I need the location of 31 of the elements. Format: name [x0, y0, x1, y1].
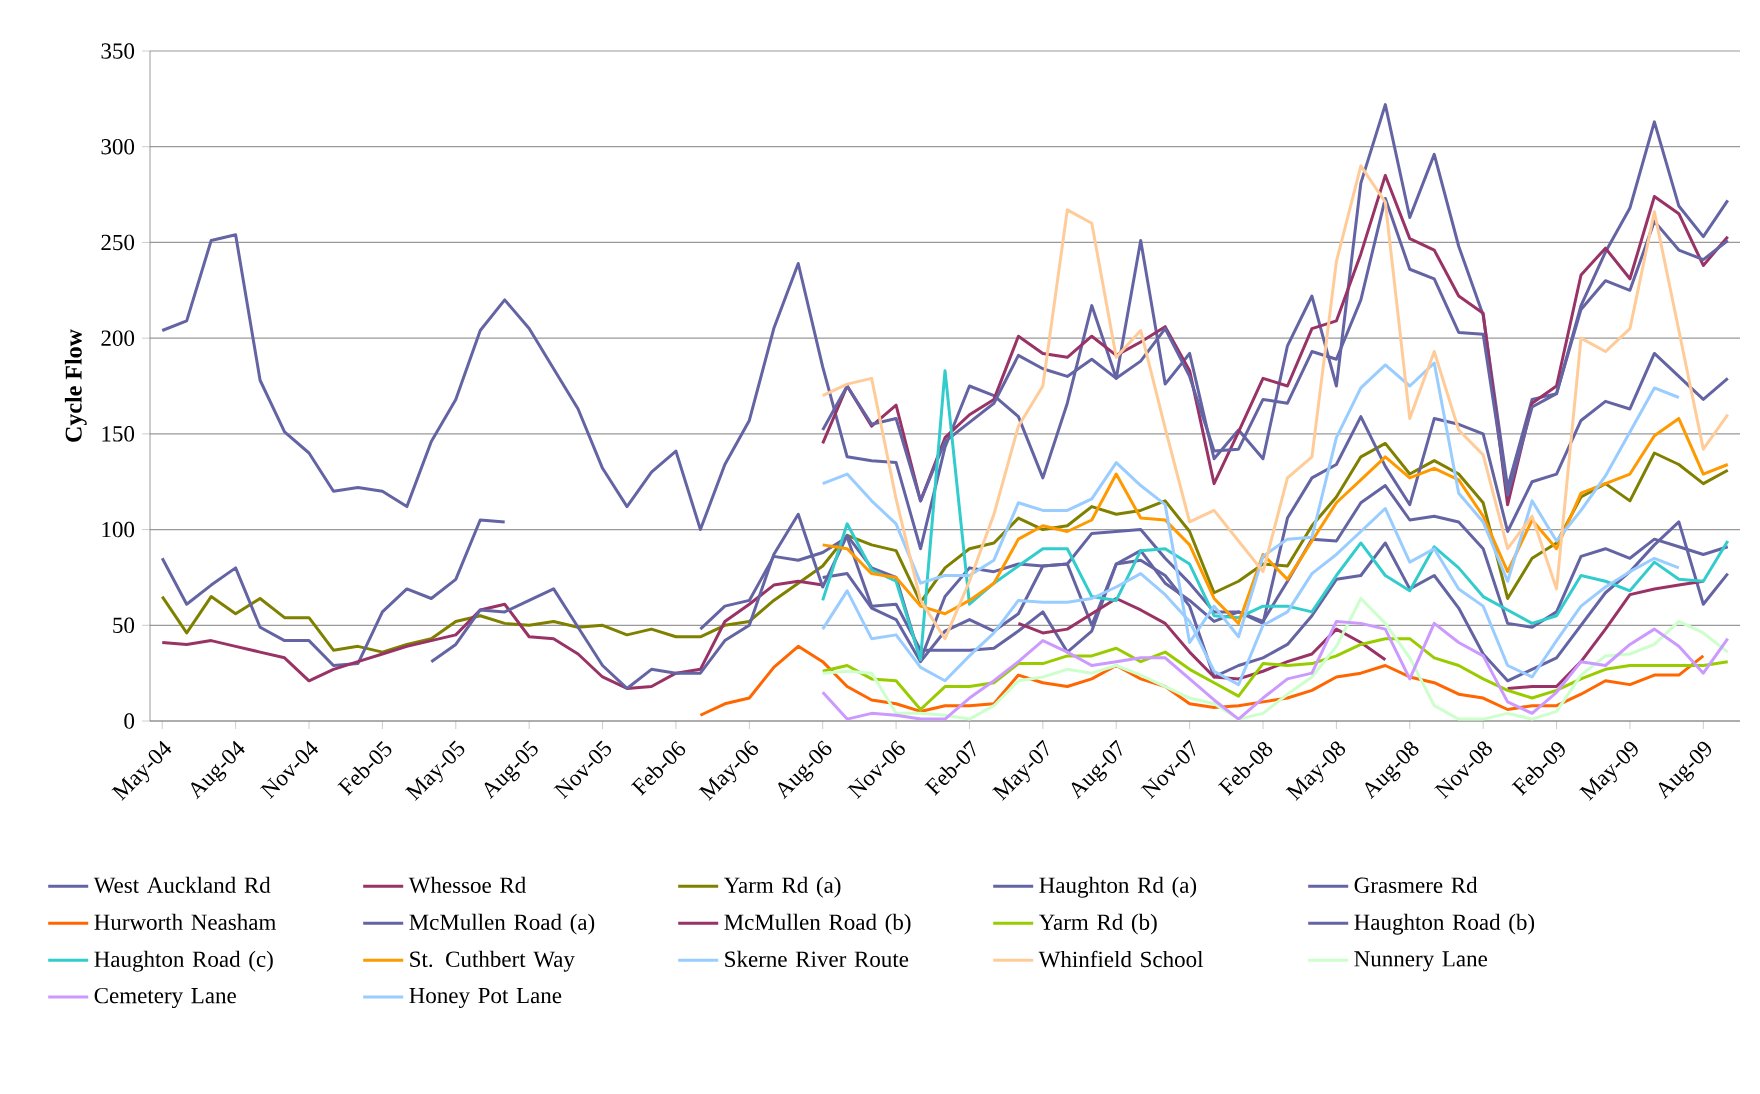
legend-label: Nunnery Lane	[1354, 951, 1487, 972]
y-tick-label: 300	[101, 138, 135, 155]
legend-label: McMullen Road (b)	[724, 913, 911, 935]
y-tick-label: 250	[101, 234, 135, 251]
y-tick-label: 50	[113, 617, 135, 634]
legend-label: West Auckland Rd	[93, 876, 271, 894]
line-series	[821, 619, 1730, 721]
legend-label: Grasmere Rd	[1354, 876, 1478, 893]
legend-label: Yarm Rd (a)	[723, 876, 841, 898]
legend-label: Whinfield School	[1038, 950, 1204, 968]
legend-label: Whessoe Rd	[408, 876, 526, 894]
line-series	[160, 103, 1730, 551]
legend-label: Honey Pot Lane	[409, 988, 562, 1009]
legend-label: Yarm Rd (b)	[1038, 913, 1157, 935]
y-tick-label: 150	[102, 426, 135, 442]
legend-label: Cemetery Lane	[94, 987, 236, 1009]
legend-label: Haughton Road (c)	[94, 950, 273, 972]
legend-label: Skerne River Route	[725, 950, 909, 968]
y-tick-label: 350	[101, 43, 135, 59]
legend-label: Haughton Rd (a)	[1039, 876, 1197, 898]
line-series	[821, 164, 1730, 641]
y-tick-label: 200	[101, 330, 135, 346]
legend-label: Hurworth Neasham	[94, 913, 276, 930]
y-tick-label: 0	[124, 713, 135, 729]
legend-label: St. Cuthbert Way	[410, 950, 575, 972]
legend-label: Haughton Road (b)	[1354, 913, 1535, 935]
line-series	[821, 596, 1730, 721]
y-axis-title: Cycle Flow	[64, 329, 87, 442]
line-series	[821, 417, 1730, 625]
legend-label: McMullen Road (a)	[409, 913, 595, 935]
y-tick-label: 100	[102, 521, 135, 538]
